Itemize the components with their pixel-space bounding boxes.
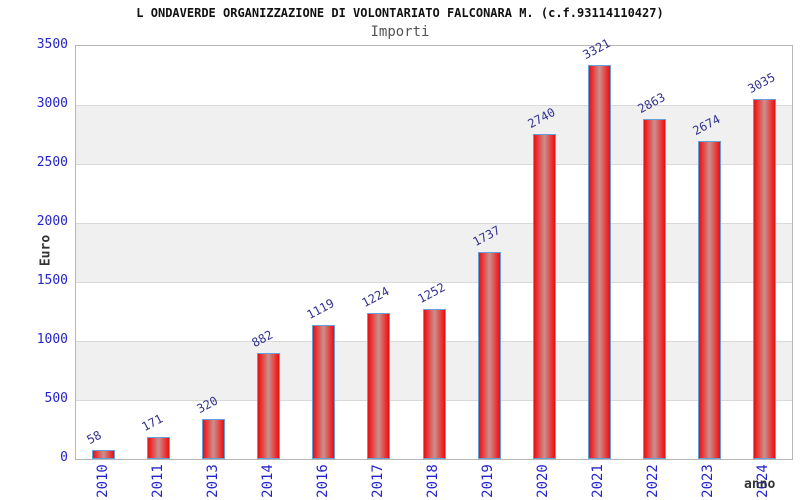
y-tick-label: 500 <box>44 391 68 406</box>
plot-band <box>76 46 792 105</box>
x-tick-label: 2023 <box>700 464 717 498</box>
gridline <box>76 223 792 224</box>
y-tick-label: 0 <box>60 450 68 465</box>
bar-2021 <box>587 65 611 459</box>
plot-band <box>76 164 792 223</box>
plot-band <box>76 223 792 282</box>
x-tick-label: 2016 <box>314 464 331 498</box>
x-tick-label: 2011 <box>149 464 166 498</box>
x-tick-label: 2019 <box>480 464 497 498</box>
chart-title: L ONDAVERDE ORGANIZZAZIONE DI VOLONTARIA… <box>136 6 664 20</box>
bar-2013 <box>202 419 226 459</box>
x-tick-label: 2022 <box>645 464 662 498</box>
gridline <box>76 105 792 106</box>
plot-band <box>76 105 792 164</box>
plot-area: 58 171 320 882 1119 1224 1252 1737 2740 3321 2863 2… <box>75 36 793 460</box>
y-axis-title: Euro <box>38 234 54 267</box>
x-tick-label: 2018 <box>425 464 441 498</box>
bar-2022 <box>642 119 666 459</box>
y-tick-label: 3500 <box>36 37 68 52</box>
bar-2010 <box>92 450 116 459</box>
x-tick-label: 2017 <box>369 464 386 498</box>
bar-2024 <box>752 99 776 459</box>
y-tick-label: 3000 <box>36 96 68 111</box>
x-tick-label: 2013 <box>204 464 221 498</box>
gridline <box>76 282 792 283</box>
bar-2014 <box>257 353 281 459</box>
y-tick-label: 2000 <box>36 214 68 229</box>
bar-2011 <box>147 437 171 459</box>
x-axis-title: anno <box>744 477 776 492</box>
y-tick-label: 1500 <box>36 273 68 288</box>
bar-2018 <box>422 309 446 459</box>
bar-2017 <box>367 313 391 459</box>
bar-2023 <box>697 141 721 459</box>
y-tick-label: 1000 <box>36 332 68 347</box>
bar-2020 <box>532 134 556 459</box>
x-tick-label: 2010 <box>94 464 111 498</box>
y-tick-label: 2500 <box>36 155 68 170</box>
chart-subtitle: Importi <box>370 24 430 40</box>
x-tick-label: 2021 <box>590 464 607 498</box>
gridline <box>76 164 792 165</box>
bar-2016 <box>312 325 336 459</box>
x-tick-label: 2014 <box>259 464 276 498</box>
x-tick-label: 2020 <box>535 464 552 498</box>
bar-2019 <box>477 252 501 459</box>
